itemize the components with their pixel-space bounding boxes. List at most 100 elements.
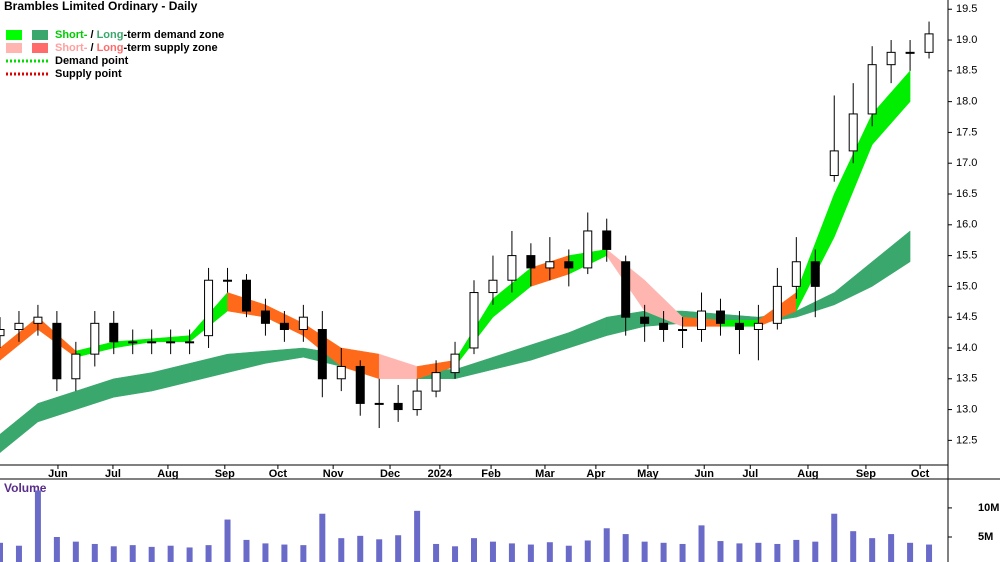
- volume-bar: [262, 543, 269, 562]
- legend-label: Short- / Long-term supply zone: [55, 42, 218, 54]
- y-tick-label: 13.0: [956, 403, 977, 415]
- candle-body: [791, 261, 801, 287]
- volume-bar: [91, 543, 98, 562]
- y-tick-label: 17.0: [956, 157, 977, 169]
- volume-bar: [15, 545, 22, 562]
- candle-body: [128, 341, 138, 344]
- legend-label-part: Short-: [55, 29, 88, 41]
- y-tick-label: 14.5: [956, 311, 977, 323]
- volume-bar: [433, 543, 440, 562]
- x-tick-label: May: [637, 468, 659, 480]
- y-tick-label: 13.5: [956, 373, 977, 385]
- y-tick-label: 18.5: [956, 65, 977, 77]
- y-tick-label: 15.5: [956, 250, 977, 262]
- zone-segment: [871, 70, 911, 146]
- volume-bar: [281, 544, 288, 562]
- legend-label-part: -term demand zone: [123, 29, 224, 41]
- volume-tick-label: 5M: [978, 531, 993, 543]
- candle-body: [734, 322, 744, 331]
- volume-bar: [376, 539, 383, 562]
- candle-body: [772, 285, 782, 324]
- candle-body: [241, 279, 251, 312]
- candle-body: [715, 310, 725, 324]
- x-tick-label: Nov: [323, 468, 345, 480]
- legend-label-part: Long: [97, 29, 124, 41]
- volume-bar: [489, 541, 496, 562]
- plot: [0, 21, 934, 454]
- candle-body: [33, 316, 43, 324]
- candle-body: [166, 341, 176, 344]
- volume-bar: [831, 513, 838, 562]
- volume-bar: [205, 545, 212, 562]
- x-tick-label: Dec: [380, 468, 400, 480]
- volume-bar: [0, 542, 3, 562]
- volume-bar: [300, 545, 307, 562]
- x-tick-label: Oct: [911, 468, 930, 480]
- volume-bar: [110, 546, 117, 562]
- volume-bar: [186, 547, 193, 562]
- candle-body: [90, 322, 100, 355]
- volume-bar: [793, 539, 800, 562]
- volume-bar: [660, 542, 667, 562]
- volume-bar: [338, 538, 345, 562]
- volume-bar: [717, 541, 724, 562]
- volume-bar: [527, 544, 534, 562]
- volume-bar: [72, 541, 79, 562]
- candle-body: [109, 322, 119, 343]
- candle-body: [602, 230, 612, 250]
- candle-body: [564, 261, 574, 269]
- candle-body: [412, 390, 422, 411]
- y-tick-label: 14.0: [956, 342, 977, 354]
- legend-label-part: Demand point: [55, 55, 129, 67]
- volume-bar: [167, 545, 174, 562]
- volume-bar: [224, 519, 231, 562]
- legend-label-part: /: [87, 29, 96, 41]
- candle-body: [204, 279, 214, 337]
- candle-body: [393, 402, 403, 411]
- candle-body: [431, 372, 441, 392]
- x-tick-label: Feb: [481, 468, 501, 480]
- volume-bar: [319, 513, 326, 562]
- legend-swatch: [32, 30, 48, 40]
- volume-bar: [698, 525, 705, 562]
- x-tick-label: Aug: [157, 468, 178, 480]
- x-tick-label: Aug: [797, 468, 818, 480]
- volume-bar: [774, 543, 781, 562]
- x-tick-label: Mar: [535, 468, 555, 480]
- candle-body: [924, 33, 934, 53]
- volume-tick-label: 10M: [978, 502, 999, 514]
- candle-body: [279, 322, 289, 331]
- y-tick-label: 12.5: [956, 434, 977, 446]
- x-tick-label: Sep: [856, 468, 876, 480]
- candle-body: [507, 255, 517, 281]
- candle-body: [621, 261, 631, 318]
- volume-bar: [129, 545, 136, 562]
- legend-label-part: Supply point: [55, 68, 122, 80]
- candle-body: [298, 316, 308, 331]
- candle-body: [886, 51, 896, 66]
- candle-body: [374, 402, 384, 405]
- volume-bar: [357, 535, 364, 562]
- candle-body: [52, 322, 62, 380]
- candle-body: [678, 329, 688, 332]
- candle-body: [469, 292, 479, 349]
- candle-body: [450, 353, 460, 374]
- volume-bar: [414, 510, 421, 562]
- volume-bar: [452, 546, 459, 562]
- legend-label: Supply point: [55, 68, 122, 80]
- candle-body: [659, 322, 669, 331]
- candle-body: [640, 316, 650, 324]
- y-tick-label: 16.5: [956, 188, 977, 200]
- y-tick-label: 17.5: [956, 126, 977, 138]
- chart-title: Brambles Limited Ordinary - Daily: [4, 0, 198, 13]
- volume-bar: [926, 544, 933, 562]
- x-tick-label: Jul: [105, 468, 121, 480]
- y-tick-label: 19.0: [956, 34, 977, 46]
- candle-body: [0, 329, 5, 337]
- volume-bar: [755, 542, 762, 562]
- legend-label: Short- / Long-term demand zone: [55, 29, 224, 41]
- candle-body: [14, 322, 24, 331]
- candle-body: [185, 341, 195, 344]
